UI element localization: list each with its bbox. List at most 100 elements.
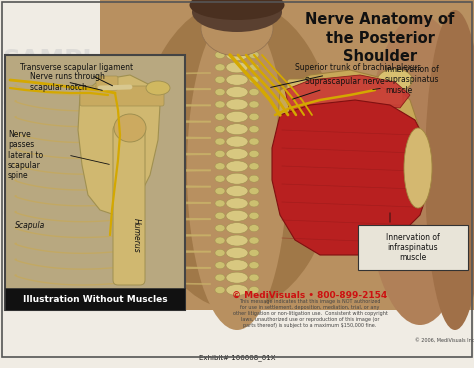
Text: © 2006, MediVisuals Inc.: © 2006, MediVisuals Inc. — [415, 337, 474, 343]
Ellipse shape — [215, 52, 225, 59]
Ellipse shape — [215, 64, 225, 71]
Text: Innervation of
supraspinatus
muscle: Innervation of supraspinatus muscle — [385, 65, 439, 95]
Ellipse shape — [215, 287, 225, 294]
Ellipse shape — [249, 237, 259, 244]
Ellipse shape — [249, 101, 259, 108]
Ellipse shape — [215, 126, 225, 133]
Polygon shape — [78, 75, 160, 215]
Ellipse shape — [226, 210, 248, 221]
Ellipse shape — [215, 262, 225, 269]
Ellipse shape — [226, 62, 248, 73]
Bar — [358, 225, 468, 270]
Ellipse shape — [226, 185, 248, 197]
Ellipse shape — [249, 138, 259, 145]
Ellipse shape — [249, 175, 259, 182]
Text: Vis: Vis — [350, 191, 383, 209]
FancyBboxPatch shape — [287, 79, 403, 105]
Ellipse shape — [249, 52, 259, 59]
Ellipse shape — [215, 274, 225, 281]
Text: SAMPLE: SAMPLE — [2, 48, 115, 72]
Ellipse shape — [226, 86, 248, 98]
Ellipse shape — [249, 224, 259, 232]
Text: Suprascapular nerve: Suprascapular nerve — [292, 78, 384, 99]
Ellipse shape — [226, 284, 248, 296]
Ellipse shape — [249, 76, 259, 83]
Ellipse shape — [201, 0, 273, 56]
Ellipse shape — [249, 274, 259, 281]
Ellipse shape — [249, 89, 259, 96]
Text: This message indicates that this image is NOT authorized
for use in settlement, : This message indicates that this image i… — [233, 298, 387, 328]
Text: © MediVisuals • 800-899-2154: © MediVisuals • 800-899-2154 — [232, 290, 388, 300]
Bar — [5, 288, 185, 310]
Ellipse shape — [215, 113, 225, 120]
Text: Nerve runs through
scapular notch: Nerve runs through scapular notch — [30, 72, 105, 92]
Ellipse shape — [215, 163, 225, 170]
Text: Exhibit# 106008_01X: Exhibit# 106008_01X — [199, 355, 275, 361]
Text: Humerus: Humerus — [131, 217, 140, 252]
Text: Nerve Anatomy of
the Posterior
Shoulder: Nerve Anatomy of the Posterior Shoulder — [305, 12, 455, 64]
Ellipse shape — [249, 188, 259, 195]
Ellipse shape — [249, 151, 259, 158]
Ellipse shape — [215, 138, 225, 145]
Text: Superior trunk of brachial plexus: Superior trunk of brachial plexus — [271, 64, 421, 87]
Polygon shape — [272, 100, 430, 255]
Polygon shape — [285, 75, 410, 112]
Ellipse shape — [249, 250, 259, 256]
Ellipse shape — [249, 212, 259, 219]
Text: Copy: Copy — [2, 208, 45, 223]
Ellipse shape — [226, 136, 248, 147]
Ellipse shape — [365, 15, 474, 325]
Ellipse shape — [226, 148, 248, 159]
FancyBboxPatch shape — [80, 86, 164, 106]
Ellipse shape — [215, 101, 225, 108]
Ellipse shape — [226, 74, 248, 85]
Text: E: E — [420, 160, 433, 180]
Ellipse shape — [249, 64, 259, 71]
Ellipse shape — [249, 126, 259, 133]
Ellipse shape — [226, 272, 248, 283]
Ellipse shape — [215, 250, 225, 256]
Ellipse shape — [192, 0, 282, 32]
Ellipse shape — [249, 163, 259, 170]
Text: Scapula: Scapula — [15, 220, 45, 230]
Ellipse shape — [226, 50, 248, 60]
Ellipse shape — [226, 161, 248, 172]
FancyBboxPatch shape — [96, 76, 118, 90]
Ellipse shape — [215, 89, 225, 96]
Polygon shape — [275, 70, 420, 250]
Ellipse shape — [187, 10, 287, 330]
Ellipse shape — [249, 287, 259, 294]
Ellipse shape — [215, 224, 225, 232]
Ellipse shape — [146, 81, 170, 95]
Ellipse shape — [226, 124, 248, 135]
Ellipse shape — [226, 173, 248, 184]
Ellipse shape — [137, 0, 337, 310]
Ellipse shape — [404, 128, 432, 208]
Bar — [100, 0, 474, 310]
Ellipse shape — [114, 114, 146, 142]
Text: Copyright: Copyright — [2, 98, 86, 113]
Text: Copyright: Copyright — [2, 152, 86, 167]
Ellipse shape — [249, 200, 259, 207]
Ellipse shape — [226, 247, 248, 258]
Text: Transverse scapular ligament: Transverse scapular ligament — [20, 64, 133, 86]
Ellipse shape — [249, 262, 259, 269]
Ellipse shape — [226, 198, 248, 209]
Ellipse shape — [215, 188, 225, 195]
Ellipse shape — [226, 235, 248, 246]
Text: py: py — [230, 210, 259, 230]
Text: Innervation of
infraspinatus
muscle: Innervation of infraspinatus muscle — [386, 233, 440, 262]
Ellipse shape — [190, 0, 284, 20]
Text: Copy: Copy — [310, 148, 352, 163]
Ellipse shape — [215, 175, 225, 182]
Text: SA: SA — [350, 230, 381, 250]
Bar — [5, 55, 185, 310]
Ellipse shape — [215, 212, 225, 219]
Ellipse shape — [215, 200, 225, 207]
Ellipse shape — [226, 99, 248, 110]
Ellipse shape — [425, 10, 474, 330]
Ellipse shape — [215, 76, 225, 83]
Text: SAMPL: SAMPL — [2, 245, 82, 265]
Ellipse shape — [377, 69, 412, 91]
Ellipse shape — [226, 223, 248, 234]
